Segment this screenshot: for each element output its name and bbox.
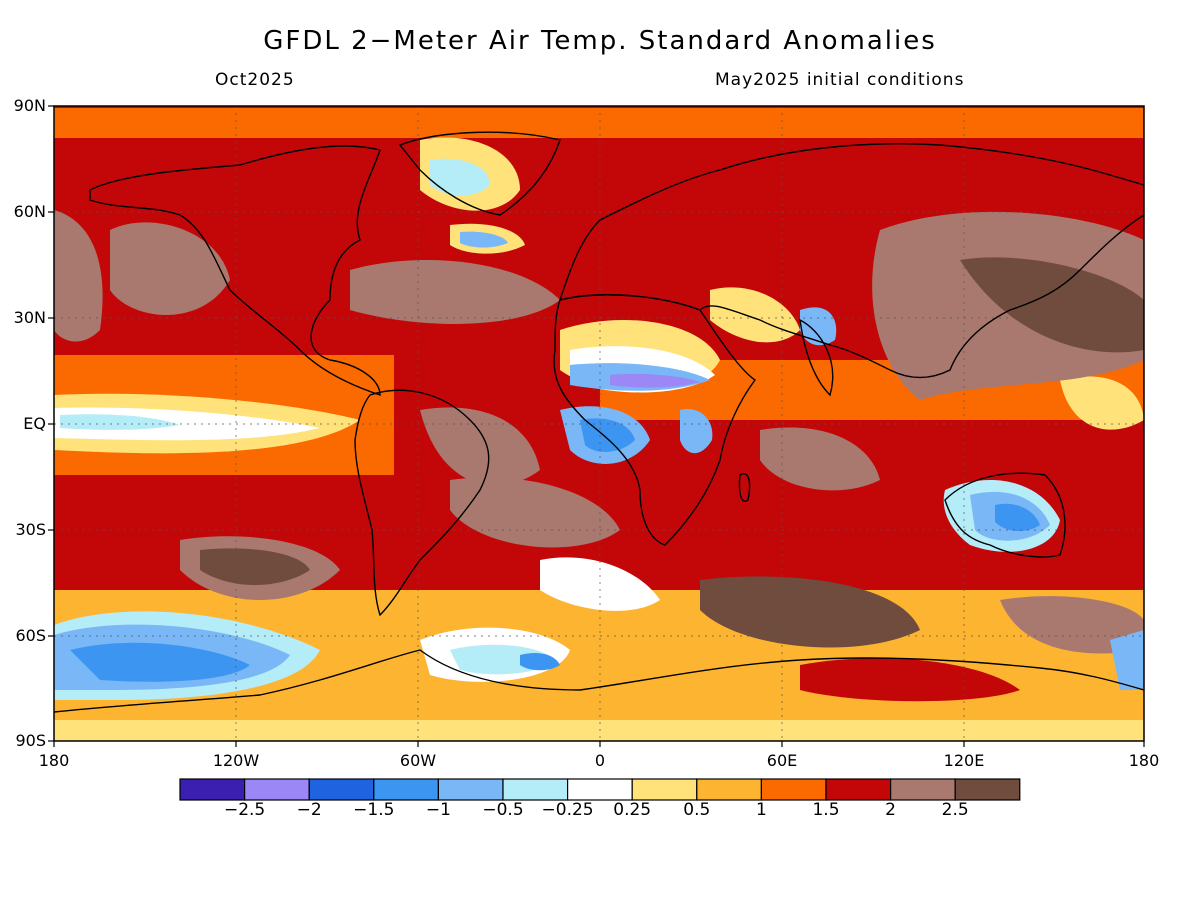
lat-label-30n: 30N <box>13 308 46 327</box>
colorbar-label: −2.5 <box>223 800 266 820</box>
colorbar-label: 2 <box>885 800 896 820</box>
colorbar-box <box>889 778 956 801</box>
colorbar-label: 1.5 <box>812 800 840 820</box>
colorbar-label: 1 <box>755 800 767 820</box>
colorbar-box <box>244 778 310 801</box>
lat-label-60n: 60N <box>13 202 46 221</box>
colorbar-box <box>631 778 698 801</box>
initial-conditions: May2025 initial conditions <box>715 70 965 90</box>
colorbar-box <box>308 778 375 801</box>
colorbar-label: 0.25 <box>613 800 652 820</box>
lat-label-60s: 60S <box>15 626 46 645</box>
lon-label-0: 0 <box>594 751 606 770</box>
colorbar-box <box>696 778 762 801</box>
lon-label-120w: 120W <box>212 751 260 770</box>
colorbar-box <box>954 778 1021 801</box>
colorbar-box <box>437 778 504 801</box>
colorbar-label: 2.5 <box>941 800 969 820</box>
lat-label-30s: 30S <box>15 520 46 539</box>
lon-label-60w: 60W <box>399 751 437 770</box>
colorbar-label: −0.25 <box>541 800 594 820</box>
lon-label-180e: 180 <box>1128 751 1160 770</box>
colorbar-box <box>566 778 633 801</box>
lat-label-90n: 90N <box>13 96 46 115</box>
lon-label-120e: 120E <box>943 751 985 770</box>
colorbar-box <box>760 778 827 801</box>
lat-label-90s: 90S <box>15 731 46 750</box>
lon-label-180w: 180 <box>38 751 70 770</box>
colorbar-box <box>179 778 246 801</box>
colorbar-label: −1 <box>425 800 451 820</box>
axis-ticks <box>48 105 1145 747</box>
colorbar-label: −0.5 <box>482 800 524 820</box>
valid-month: Oct2025 <box>215 70 295 90</box>
colorbar-label: −1.5 <box>353 800 395 820</box>
colorbar-box <box>502 778 569 801</box>
colorbar-label: 0.5 <box>683 800 711 820</box>
colorbar <box>179 778 1021 801</box>
lat-label-eq: EQ <box>23 414 46 433</box>
map-title: GFDL 2−Meter Air Temp. Standard Anomalie… <box>263 26 937 56</box>
colorbar-box <box>825 778 892 801</box>
colorbar-label: −2 <box>296 800 322 820</box>
lon-label-60e: 60E <box>766 751 798 770</box>
anomaly-field <box>54 106 1144 741</box>
colorbar-box <box>373 778 439 801</box>
coastlines <box>54 131 1144 713</box>
